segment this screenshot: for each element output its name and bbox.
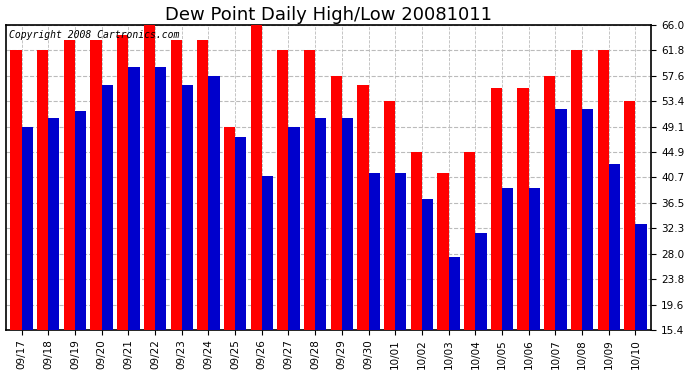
- Bar: [529, 188, 540, 330]
- Bar: [598, 50, 609, 330]
- Bar: [368, 172, 380, 330]
- Bar: [491, 88, 502, 330]
- Bar: [21, 127, 33, 330]
- Bar: [170, 40, 181, 330]
- Bar: [315, 118, 326, 330]
- Bar: [304, 50, 315, 330]
- Bar: [571, 50, 582, 330]
- Bar: [208, 76, 219, 330]
- Bar: [48, 118, 59, 330]
- Bar: [635, 224, 647, 330]
- Bar: [75, 111, 86, 330]
- Bar: [437, 172, 448, 330]
- Bar: [101, 86, 113, 330]
- Title: Dew Point Daily High/Low 20081011: Dew Point Daily High/Low 20081011: [165, 6, 492, 24]
- Bar: [624, 101, 635, 330]
- Bar: [117, 35, 128, 330]
- Bar: [10, 50, 21, 330]
- Bar: [262, 176, 273, 330]
- Bar: [144, 25, 155, 330]
- Bar: [395, 172, 406, 330]
- Text: Copyright 2008 Cartronics.com: Copyright 2008 Cartronics.com: [9, 30, 179, 40]
- Bar: [518, 88, 529, 330]
- Bar: [464, 152, 475, 330]
- Bar: [235, 136, 246, 330]
- Bar: [331, 76, 342, 330]
- Bar: [609, 164, 620, 330]
- Bar: [250, 24, 262, 330]
- Bar: [288, 127, 299, 330]
- Bar: [411, 152, 422, 330]
- Bar: [37, 50, 48, 330]
- Bar: [502, 188, 513, 330]
- Bar: [128, 67, 139, 330]
- Bar: [555, 110, 566, 330]
- Bar: [155, 67, 166, 330]
- Bar: [448, 257, 460, 330]
- Bar: [197, 40, 208, 330]
- Bar: [181, 86, 193, 330]
- Bar: [342, 118, 353, 330]
- Bar: [582, 110, 593, 330]
- Bar: [277, 50, 288, 330]
- Bar: [224, 127, 235, 330]
- Bar: [384, 101, 395, 330]
- Bar: [357, 86, 368, 330]
- Bar: [63, 40, 75, 330]
- Bar: [544, 76, 555, 330]
- Bar: [90, 40, 101, 330]
- Bar: [422, 198, 433, 330]
- Bar: [475, 233, 486, 330]
